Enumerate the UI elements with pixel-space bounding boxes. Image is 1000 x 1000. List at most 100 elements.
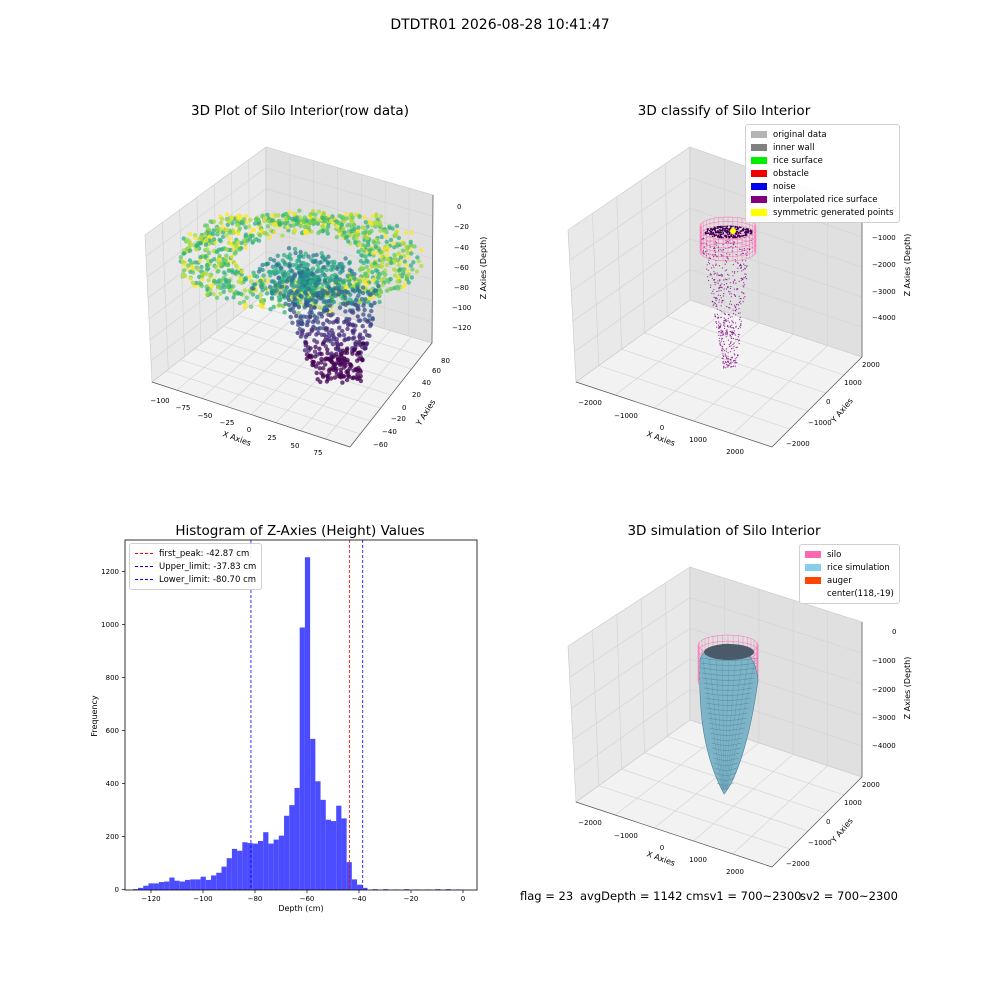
data-point: [269, 295, 275, 300]
data-point: [190, 270, 196, 275]
rice-surface-point: [740, 235, 743, 237]
data-point: [373, 244, 378, 249]
interpolated-point: [729, 300, 732, 302]
data-point: [308, 307, 314, 313]
data-point: [278, 291, 283, 296]
x-tick: −2000: [578, 399, 602, 407]
legend-swatch: [751, 144, 767, 151]
data-point: [324, 318, 330, 323]
interpolated-point: [723, 356, 725, 358]
data-point: [219, 262, 224, 267]
data-point: [369, 228, 374, 234]
interpolated-point: [715, 251, 717, 254]
data-point: [258, 292, 263, 297]
histogram-bar: [372, 889, 378, 890]
interpolated-point: [733, 342, 735, 344]
histogram-bar: [148, 883, 154, 890]
interpolated-point: [734, 362, 737, 364]
rice-surface-point: [713, 234, 715, 236]
data-point: [270, 218, 275, 223]
interpolated-point: [727, 364, 729, 366]
data-point: [208, 274, 213, 279]
interpolated-point: [709, 286, 712, 288]
rice-surface-point: [745, 234, 747, 237]
interpolated-point: [712, 290, 714, 292]
data-point: [312, 318, 317, 323]
data-point: [321, 321, 326, 326]
data-point: [365, 224, 370, 229]
data-point: [360, 230, 366, 236]
y-tick: 1000: [844, 379, 862, 387]
x-tick: 2000: [726, 868, 744, 876]
interpolated-point: [718, 321, 720, 323]
gridline: [574, 269, 691, 352]
interpolated-point: [719, 279, 721, 281]
interpolated-point: [736, 308, 738, 310]
y-tick: 0: [826, 818, 830, 826]
histogram-bar: [237, 850, 243, 890]
data-point: [303, 290, 308, 295]
rice-surface-point: [719, 234, 721, 236]
interpolated-point: [727, 314, 729, 316]
data-point: [358, 378, 364, 384]
legend-swatch: [751, 196, 767, 203]
panel4-xlabel: X Axies: [645, 849, 676, 868]
panel4-plot: −2000 −1000 0 1000 2000 X Axies −2000 −1…: [567, 566, 912, 876]
data-point: [373, 224, 378, 229]
interpolated-point: [744, 264, 746, 267]
interpolated-point: [721, 267, 723, 269]
data-point: [200, 271, 206, 277]
x-tick-label: −120: [141, 895, 160, 903]
y-tick: 60: [432, 367, 441, 375]
interpolated-point: [733, 327, 735, 329]
interpolated-point: [726, 269, 728, 271]
interpolated-point: [715, 263, 717, 265]
data-point: [363, 329, 368, 334]
rice-surface-point: [710, 233, 712, 235]
interpolated-point: [706, 243, 708, 245]
interpolated-point: [738, 339, 741, 341]
interpolated-point: [729, 351, 732, 353]
data-point: [286, 270, 292, 275]
legend-line: [135, 553, 153, 554]
data-point: [265, 261, 271, 266]
data-point: [243, 225, 248, 230]
mesh-line: [725, 659, 743, 791]
data-point: [305, 332, 310, 337]
data-point: [330, 365, 335, 371]
interpolated-point: [731, 330, 733, 332]
data-point: [286, 246, 292, 251]
legend-item: silo: [805, 548, 894, 561]
interpolated-point: [739, 300, 741, 302]
mesh-line: [726, 659, 756, 791]
data-point: [320, 341, 326, 347]
data-point: [355, 372, 360, 377]
histogram-bar: [164, 881, 170, 890]
data-point: [289, 277, 295, 283]
data-point: [321, 292, 326, 297]
data-point: [329, 294, 334, 300]
interpolated-point: [745, 276, 747, 278]
data-point: [356, 228, 361, 233]
data-point: [223, 277, 228, 282]
interpolated-point: [712, 279, 715, 281]
data-point: [249, 279, 254, 284]
data-point: [286, 297, 292, 303]
interpolated-point: [733, 243, 735, 245]
legend-label: silo: [827, 549, 842, 560]
interpolated-point: [735, 360, 737, 362]
data-point: [286, 292, 291, 297]
interpolated-point: [724, 327, 726, 330]
interpolated-point: [728, 345, 731, 347]
data-point: [295, 330, 300, 336]
data-point: [334, 351, 339, 357]
data-point: [276, 295, 282, 300]
gridline: [616, 614, 622, 770]
interpolated-point: [724, 313, 726, 315]
interpolated-point: [708, 263, 711, 265]
x-tick: 2000: [726, 448, 744, 456]
data-point: [219, 216, 225, 221]
interpolated-point: [719, 322, 721, 325]
histogram-bar: [132, 889, 139, 890]
data-point: [197, 280, 202, 286]
